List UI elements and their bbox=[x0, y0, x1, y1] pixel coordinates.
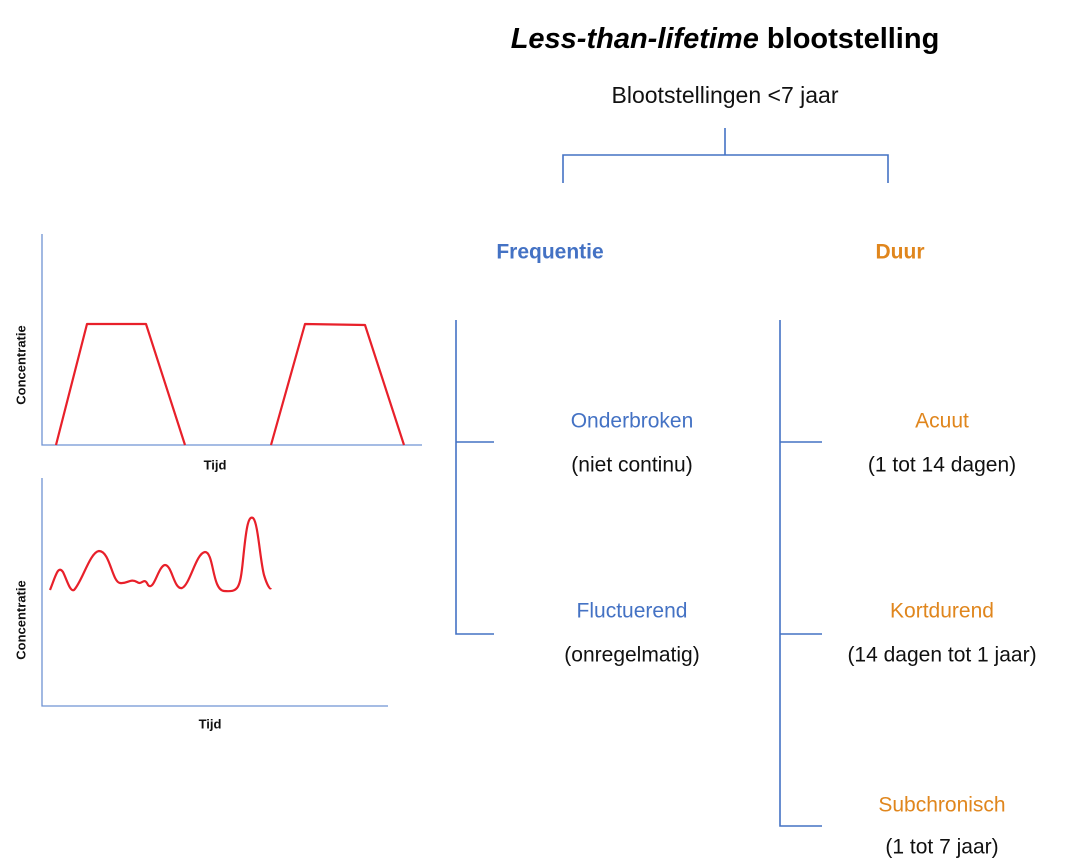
frequency-label: Fluctuerend bbox=[577, 600, 688, 623]
frequency-note: (niet continu) bbox=[571, 454, 692, 477]
duration-heading: Duur bbox=[876, 241, 925, 264]
frequency-label: Onderbroken bbox=[571, 410, 694, 433]
duration-label: Subchronisch bbox=[878, 794, 1005, 817]
graph-axes bbox=[41, 234, 422, 446]
y-axis-label: Concentratie bbox=[13, 580, 28, 659]
duration-bracket bbox=[779, 320, 822, 827]
frequency-bracket bbox=[455, 320, 494, 635]
duration-note: (1 tot 14 dagen) bbox=[868, 454, 1016, 477]
title-rest: blootstelling bbox=[767, 23, 939, 55]
x-axis-label: Tijd bbox=[204, 457, 227, 472]
subtitle: Blootstellingen <7 jaar bbox=[612, 82, 839, 108]
title-emphasis: Less-than-lifetime bbox=[511, 23, 759, 55]
duration-label: Acuut bbox=[915, 410, 969, 433]
intermittent-curve bbox=[54, 322, 406, 446]
frequency-note: (onregelmatig) bbox=[564, 644, 699, 667]
duration-note: (1 tot 7 jaar) bbox=[885, 836, 998, 859]
graph-axes bbox=[41, 478, 388, 707]
duration-label: Kortdurend bbox=[890, 600, 994, 623]
frequency-heading: Frequentie bbox=[496, 241, 603, 264]
x-axis-label: Tijd bbox=[199, 716, 222, 731]
top-bracket bbox=[562, 128, 889, 183]
duration-note: (14 dagen tot 1 jaar) bbox=[847, 644, 1036, 667]
y-axis-label: Concentratie bbox=[13, 325, 28, 404]
title: Less-than-lifetime blootstelling bbox=[511, 23, 940, 55]
fluctuating-curve bbox=[48, 516, 272, 593]
